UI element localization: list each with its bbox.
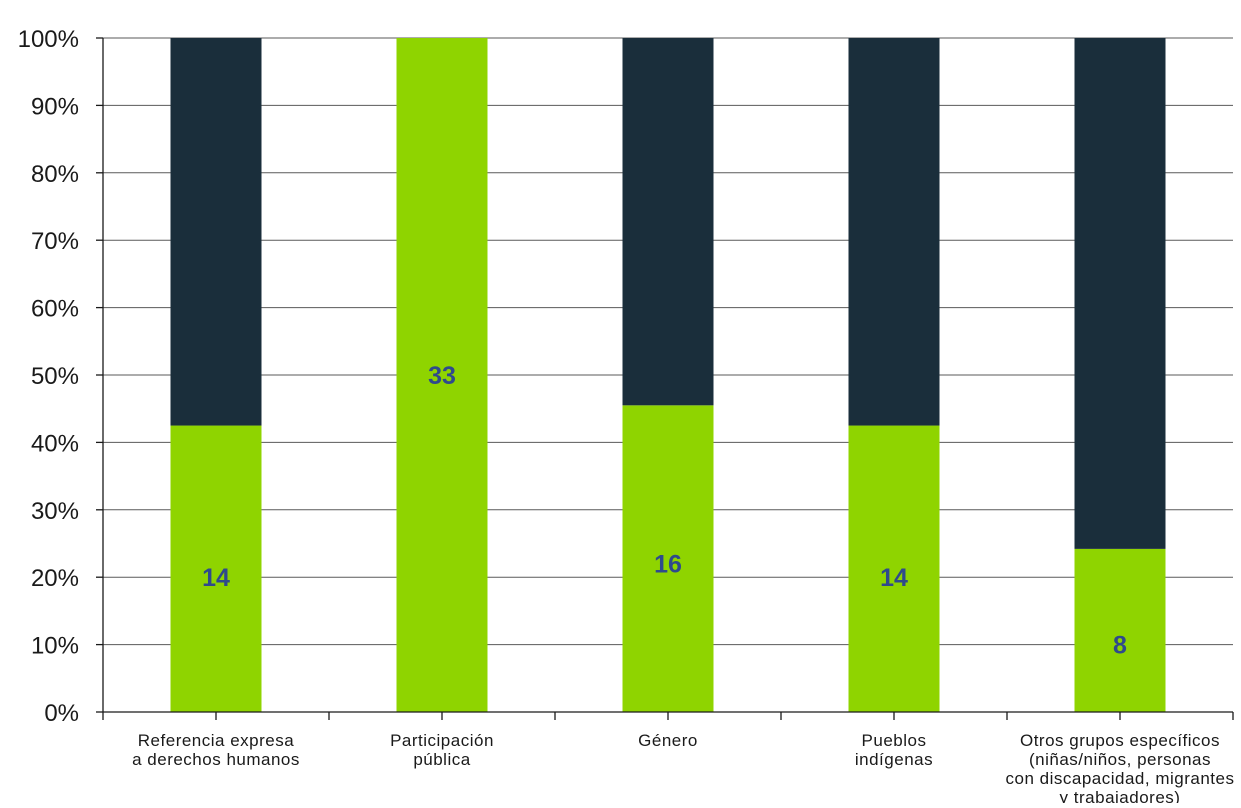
y-tick-label: 20% [31,565,79,592]
y-tick-label: 50% [31,363,79,390]
bar-segment-series-1 [170,425,262,712]
y-tick-label: 10% [31,633,79,660]
y-tick-label: 100% [18,26,79,53]
y-tick-label: 60% [31,296,79,323]
axes [96,37,1234,720]
x-category-label: Género [638,731,698,750]
bar-segment-series-2 [622,38,714,406]
bar-segment-series-2 [170,38,262,426]
bars [170,38,1166,712]
labels: 0% 10% 20% 30% 40% 50% 60% 70% 80% 90% 100% 14 Refer… [18,26,1235,807]
x-category-label: con discapacidad, migrantes [1006,769,1235,788]
x-category-label: Referencia expresa [138,731,294,750]
x-category-label: y trabajadores) [1060,788,1181,803]
bar-segment-series-1 [622,405,714,712]
y-tick-label: 40% [31,430,79,457]
bar-data-label: 16 [654,551,682,579]
y-tick-label: 0% [44,700,79,727]
x-category-label: pública [413,750,470,769]
bar-data-label: 14 [880,564,908,592]
bar-data-label: 33 [428,362,456,390]
x-category-label: Participación [390,731,494,750]
x-category-label: indígenas [855,750,933,769]
bar-segment-series-2 [848,38,940,426]
y-tick-label: 70% [31,228,79,255]
y-tick-label: 90% [31,93,79,120]
x-category-label: a derechos humanos [132,750,300,769]
y-tick-label: 80% [31,161,79,188]
bar-data-label: 14 [202,564,230,592]
bar-data-label: 8 [1113,632,1127,660]
x-category-label: Pueblos [862,731,927,750]
y-tick-label: 30% [31,498,79,525]
bar-segment-series-2 [1074,38,1166,549]
x-category-label: Otros grupos específicos [1020,731,1220,750]
bar-segment-series-1 [396,38,488,712]
x-category-label: (niñas/niños, personas [1029,750,1211,769]
bar-segment-series-1 [1074,548,1166,712]
bar-segment-series-1 [848,425,940,712]
